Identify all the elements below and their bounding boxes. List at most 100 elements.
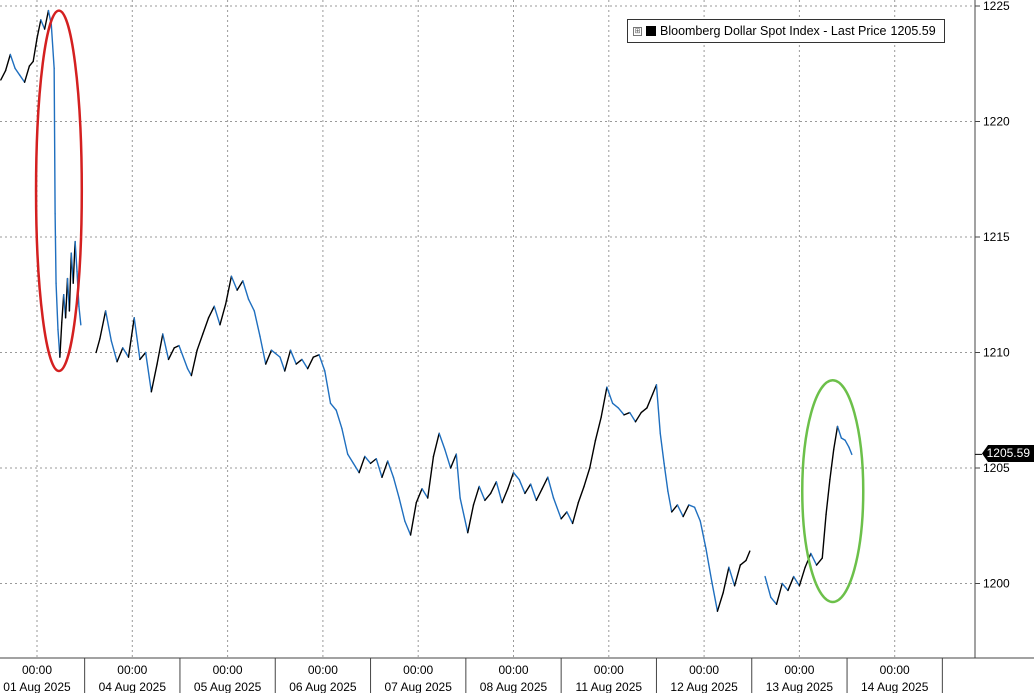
price-segment	[329, 402, 337, 411]
x-tick-label-date: 08 Aug 2025	[480, 680, 548, 693]
price-segment	[162, 333, 170, 361]
price-segment	[489, 481, 498, 495]
price-segment	[207, 305, 215, 319]
price-segment	[392, 476, 400, 499]
price-segment	[507, 471, 515, 490]
price-segment	[472, 485, 480, 506]
price-segment	[295, 358, 303, 365]
price-segment	[535, 488, 543, 502]
price-segment	[398, 497, 406, 522]
price-segment	[74, 240, 78, 273]
price-segment	[781, 582, 789, 592]
price-segment	[404, 520, 412, 536]
price-segment	[28, 60, 34, 67]
price-segment	[676, 504, 684, 518]
chart-legend: ⊞ Bloomberg Dollar Spot Index - Last Pri…	[627, 19, 945, 43]
price-segment	[312, 354, 320, 358]
price-segment	[144, 351, 153, 393]
last-price-tag: 1205.59	[982, 445, 1034, 462]
price-segment	[40, 19, 46, 30]
price-segment	[640, 407, 648, 414]
expand-icon[interactable]: ⊞	[633, 26, 642, 36]
price-segment	[36, 19, 42, 40]
price-segment	[55, 282, 59, 331]
price-segment	[667, 490, 673, 513]
price-segment	[346, 453, 355, 465]
y-tick-label: 1220	[983, 115, 1010, 129]
y-tick-label: 1215	[983, 230, 1010, 244]
price-segment	[116, 347, 124, 363]
price-segment	[72, 240, 76, 284]
price-segment	[594, 416, 602, 441]
price-segment	[110, 340, 118, 363]
price-segment	[64, 277, 69, 319]
x-tick-label-time: 00:00	[22, 663, 52, 677]
price-segment	[606, 386, 614, 405]
price-segment	[571, 501, 580, 525]
price-segment	[19, 74, 26, 83]
price-segment	[14, 67, 21, 77]
x-tick-label-time: 00:00	[308, 663, 338, 677]
price-segment	[764, 575, 772, 599]
price-segment	[798, 566, 806, 587]
price-segment	[705, 548, 713, 582]
x-tick-label-date: 14 Aug 2025	[861, 680, 929, 693]
price-segment	[78, 305, 82, 326]
price-segment	[247, 298, 255, 312]
legend-last-price: 1205.59	[890, 24, 936, 38]
price-segment	[770, 596, 778, 605]
price-segment	[381, 460, 389, 478]
price-segment	[541, 476, 549, 490]
legend-label: Bloomberg Dollar Spot Index - Last Price	[660, 24, 887, 38]
price-segment	[792, 575, 801, 587]
price-segment	[739, 559, 747, 566]
price-segment	[156, 333, 164, 365]
price-segment	[634, 411, 642, 423]
legend-swatch	[646, 26, 656, 36]
price-segment	[501, 488, 509, 504]
price-segment	[552, 497, 562, 520]
price-segment	[733, 564, 742, 587]
price-segment	[236, 280, 244, 291]
price-segment	[600, 386, 608, 418]
price-segment	[478, 485, 486, 502]
price-segment	[375, 458, 383, 478]
price-segment	[529, 483, 538, 502]
x-tick-label-time: 00:00	[880, 663, 910, 677]
x-tick-label-time: 00:00	[213, 663, 243, 677]
price-segment	[840, 437, 846, 441]
price-segment	[623, 411, 631, 416]
price-segment	[23, 65, 31, 83]
price-segment	[301, 358, 309, 370]
price-segment	[484, 492, 492, 502]
price-segment	[415, 488, 423, 504]
price-segment	[787, 575, 795, 592]
price-segment	[547, 476, 555, 499]
price-segment	[655, 384, 661, 435]
x-tick-label-date: 01 Aug 2025	[3, 680, 71, 693]
price-segment	[43, 9, 50, 30]
price-segment	[810, 552, 818, 566]
x-tick-label-time: 00:00	[117, 663, 147, 677]
price-segment	[844, 439, 850, 448]
price-segment	[651, 384, 658, 395]
price-segment	[122, 347, 130, 358]
price-segment	[560, 511, 568, 520]
red-highlight-ellipse	[34, 9, 84, 373]
price-segment	[99, 310, 107, 340]
price-segment	[369, 458, 377, 465]
price-segment	[59, 321, 63, 358]
price-segment	[825, 478, 831, 515]
y-tick-label: 1225	[983, 0, 1010, 13]
x-tick-label-time: 00:00	[784, 663, 814, 677]
price-segment	[167, 347, 175, 361]
price-segment	[663, 462, 669, 492]
price-segment	[4, 53, 12, 72]
x-tick-label-time: 00:00	[498, 663, 528, 677]
price-segment	[150, 363, 158, 393]
price-segment	[279, 356, 286, 372]
price-segment	[815, 557, 823, 566]
price-segment	[364, 455, 372, 465]
price-segment	[629, 411, 637, 423]
price-segment	[438, 432, 446, 451]
